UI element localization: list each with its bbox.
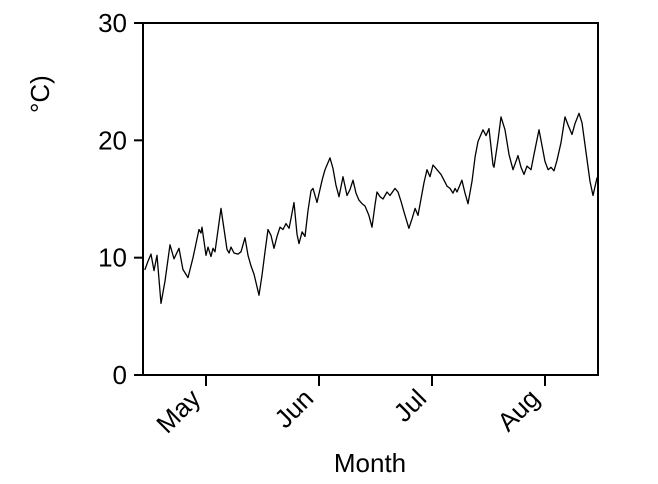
y-tick-label: 10 xyxy=(98,243,127,273)
y-tick-label: 0 xyxy=(113,360,127,390)
x-axis-label: Month xyxy=(334,448,406,478)
y-tick-label: 30 xyxy=(98,8,127,38)
x-axis-tick-labels: May Jun Jul Aug xyxy=(150,383,545,439)
x-tick-label-may: May xyxy=(150,383,206,439)
x-axis-ticks xyxy=(205,376,546,386)
y-tick-label: 20 xyxy=(98,125,127,155)
temperature-series xyxy=(144,112,598,305)
y-axis-label: °C) xyxy=(25,75,55,113)
y-axis-ticks xyxy=(134,22,143,376)
x-tick-label-aug: Aug xyxy=(491,383,545,437)
x-tick-label-jul: Jul xyxy=(388,383,433,428)
y-axis-tick-labels: 0 10 20 30 xyxy=(98,8,127,390)
x-tick-label-jun: Jun xyxy=(268,383,319,434)
plot-border xyxy=(142,22,599,376)
temperature-series-line xyxy=(144,112,598,305)
